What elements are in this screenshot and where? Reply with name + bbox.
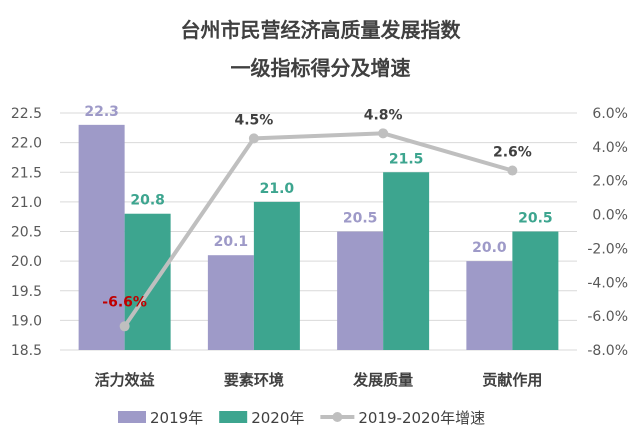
growth-data-label: 4.5% [234,112,273,128]
y-tick-label: 19.5 [11,284,42,300]
growth-marker [507,165,518,176]
y-tick-label: 22.5 [11,106,42,122]
y2-tick-label: 2.0% [592,174,628,190]
legend-label: 2019-2020年增速 [358,409,485,427]
bar-data-label: 20.5 [518,211,553,227]
bar-data-label: 20.8 [130,193,165,209]
y-tick-label: 20.0 [11,254,42,270]
y2-tick-label: 6.0% [592,106,628,122]
y2-tick-label: -2.0% [587,241,628,257]
x-tick-label: 活力效益 [95,371,155,389]
chart-title-line-2: 一级指标得分及增速 [230,56,411,80]
x-tick-label: 发展质量 [352,371,413,389]
legend-marker [332,412,343,422]
y-tick-label: 21.0 [11,195,42,211]
y2-tick-label: -8.0% [587,343,628,359]
bar-2020年 [512,231,559,350]
bar-2020年 [253,201,300,350]
bar-data-label: 21.5 [389,151,424,167]
bar-data-label: 22.3 [84,104,119,120]
legend-swatch [118,411,146,423]
x-tick-label: 要素环境 [224,371,284,389]
bar-data-label: 20.5 [343,211,378,227]
growth-marker [378,128,389,139]
bar-data-label: 20.0 [472,240,507,256]
bar-2020年 [124,213,171,350]
growth-marker [248,133,259,144]
growth-line [122,131,513,328]
growth-data-label: -6.6% [102,294,147,310]
y-tick-label: 18.5 [11,343,42,359]
y-tick-label: 22.0 [11,136,42,152]
legend-label: 2020年 [251,409,304,427]
growth-marker [119,321,130,332]
legend-swatch [219,411,248,423]
bar-2019年 [466,261,513,350]
y-tick-label: 19.0 [11,313,42,329]
y-tick-label: 20.5 [11,225,42,241]
chart-title-line-1: 台州市民营经济高质量发展指数 [180,18,461,42]
bar-2019年 [207,255,254,350]
bar-data-label: 20.1 [214,234,249,250]
bar-2020年 [383,172,430,350]
x-tick-label: 贡献作用 [482,371,542,389]
y2-tick-label: 4.0% [592,140,628,156]
y2-tick-label: -4.0% [587,275,628,291]
legend-label: 2019年 [150,409,203,427]
bar-2019年 [78,124,125,350]
y-tick-label: 21.5 [11,165,42,181]
bar-2019年 [337,231,384,350]
y2-tick-label: -6.0% [587,309,628,325]
y2-tick-label: 0.0% [592,208,628,224]
bar-data-label: 21.0 [260,181,295,197]
growth-data-label: 4.8% [364,107,403,123]
growth-data-label: 2.6% [493,145,532,161]
